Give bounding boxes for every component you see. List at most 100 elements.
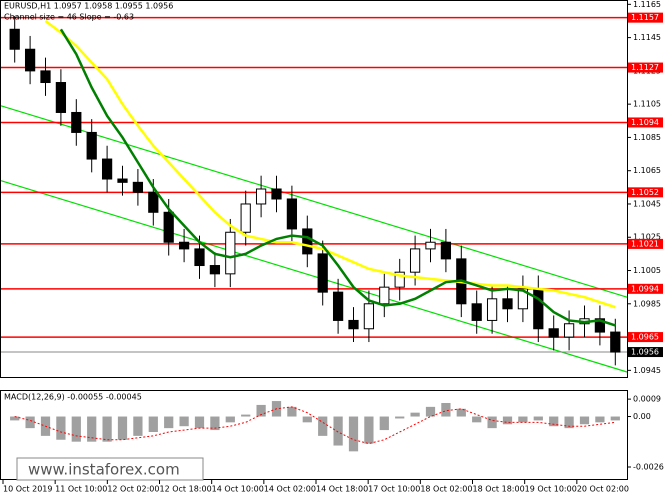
candle-body <box>425 241 436 250</box>
macd-bar <box>379 416 389 431</box>
macd-bar <box>71 416 81 442</box>
y-tick-label: 1.0945 <box>633 366 661 375</box>
macd-bar <box>610 416 620 421</box>
level-label-box <box>628 187 663 198</box>
macd-bar <box>87 416 97 442</box>
macd-bar <box>518 416 528 423</box>
level-label-box <box>628 117 663 128</box>
macd-bar <box>256 404 266 417</box>
candle-body <box>9 28 20 50</box>
macd-bar <box>564 416 574 429</box>
candle-body <box>286 198 298 230</box>
candle-body <box>194 248 205 267</box>
y-tick-label: 1.1025 <box>633 233 661 242</box>
candle-body <box>148 191 159 213</box>
macd-bar <box>241 414 251 417</box>
macd-bar <box>549 416 559 427</box>
macd-bar <box>395 416 405 419</box>
last-price-label: 1.0956 <box>631 348 659 357</box>
candle-body <box>71 111 82 133</box>
x-tick-label: 11 Oct 10:00 <box>55 485 107 494</box>
macd-bar <box>117 416 128 440</box>
candle-body <box>332 291 344 321</box>
y-tick-label: 1.1045 <box>633 199 661 208</box>
candle-body <box>302 228 313 255</box>
y-tick-label: 1.1145 <box>633 33 661 42</box>
level-label-box <box>628 283 663 294</box>
watermark: www.instaforex.com <box>28 461 180 479</box>
candle-body <box>440 241 452 260</box>
y-tick-label: 1.0985 <box>633 299 661 308</box>
macd-bar <box>348 416 359 452</box>
candle-body <box>486 298 498 321</box>
macd-bar <box>456 408 466 417</box>
level-label-box <box>628 62 663 73</box>
x-tick-label: 12 Oct 02:00 <box>107 485 159 494</box>
last-price-box <box>628 347 663 358</box>
candle-body <box>517 288 529 310</box>
candle-body <box>117 178 128 183</box>
y-tick-label: 1.1085 <box>633 133 661 142</box>
candle-body <box>594 318 606 333</box>
macd-bar <box>595 416 605 423</box>
macd-bar <box>333 416 343 446</box>
x-tick-label: 17 Oct 10:00 <box>368 485 420 494</box>
chart-subtitle: Channel size = 46 Slope = -0.63 <box>4 13 134 22</box>
x-tick-label: 18 Oct 18:00 <box>473 485 525 494</box>
macd-bar <box>287 406 297 417</box>
candle-body <box>40 70 51 84</box>
candle-body <box>132 181 144 193</box>
candle-body <box>502 298 513 310</box>
x-tick-label: 18 Oct 02:00 <box>420 485 472 494</box>
level-label: 1.1052 <box>631 188 659 197</box>
level-label: 1.1094 <box>631 118 659 127</box>
macd-bar <box>225 416 235 423</box>
macd-bar <box>10 416 20 421</box>
candle-body <box>379 286 390 305</box>
candle-body <box>363 303 375 330</box>
macd-bar <box>441 402 451 417</box>
x-tick-label: 10 Oct 2019 <box>3 485 52 494</box>
macd-bar <box>533 416 543 421</box>
level-label-box <box>628 12 663 23</box>
candle-body <box>86 131 97 160</box>
level-label: 1.1127 <box>631 63 659 72</box>
level-label: 1.1157 <box>631 13 659 22</box>
macd-bar <box>425 406 436 417</box>
x-tick-label: 14 Oct 18:00 <box>316 485 368 494</box>
y-tick-label: 1.1105 <box>633 100 661 109</box>
x-tick-label: 19 Oct 10:00 <box>525 485 577 494</box>
macd-bar <box>410 412 420 417</box>
candle-body <box>348 319 359 330</box>
candle-body <box>548 328 559 338</box>
macd-title: MACD(12,26,9) -0.00055 -0.00045 <box>4 393 142 402</box>
chart-title: EURUSD,H1 1.0957 1.0958 1.0955 1.0956 <box>4 2 173 11</box>
y-tick-label: 1.1005 <box>633 266 661 275</box>
level-label: 1.0965 <box>631 333 659 342</box>
macd-bar <box>148 416 158 433</box>
x-tick-label: 14 Oct 10:00 <box>212 485 264 494</box>
macd-bar <box>579 416 590 425</box>
macd-bar <box>102 416 112 442</box>
macd-bar <box>25 416 35 429</box>
macd-bar <box>194 416 205 429</box>
candle-body <box>610 331 621 353</box>
macd-bar <box>487 416 497 429</box>
candle-body <box>471 303 482 321</box>
macd-bar <box>364 416 374 444</box>
macd-frame <box>0 390 628 480</box>
candle-body <box>225 231 236 275</box>
moving-average <box>59 28 616 327</box>
level-label: 1.0994 <box>631 284 659 293</box>
candle-body <box>255 188 267 205</box>
macd-bar <box>56 416 66 440</box>
candle-body <box>271 188 282 200</box>
macd-bar <box>472 416 482 423</box>
x-tick-label: 20 Oct 02:00 <box>577 485 629 494</box>
candle-body <box>24 48 36 72</box>
candle-body <box>394 271 405 288</box>
macd-bar <box>179 416 189 427</box>
y-tick-label: -0.00261 <box>633 463 664 472</box>
channel-line <box>0 180 628 373</box>
